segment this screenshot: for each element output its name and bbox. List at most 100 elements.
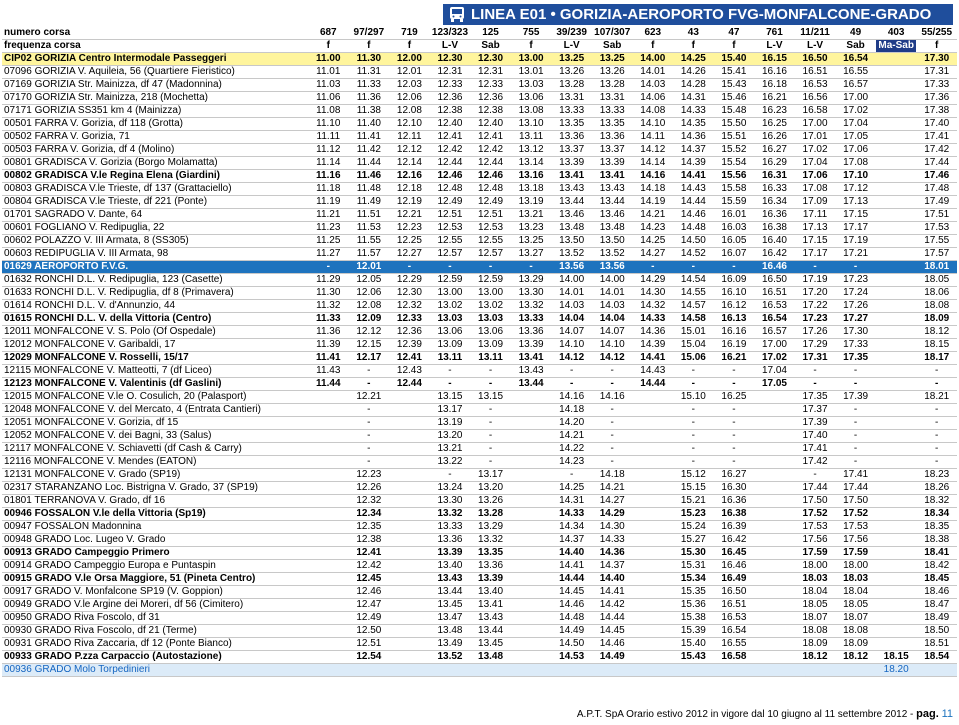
time-cell xyxy=(389,650,430,664)
time-cell: 13.09 xyxy=(429,338,471,352)
time-cell: 15.23 xyxy=(673,507,714,521)
time-cell: - xyxy=(348,455,390,469)
stop-name: 00801 GRADISCA V. Gorizia (Borgo Molamat… xyxy=(2,156,308,170)
time-cell: - xyxy=(348,442,390,456)
time-cell: 11.23 xyxy=(308,221,349,235)
time-cell: 17.08 xyxy=(835,156,876,170)
time-cell: 12.21 xyxy=(389,208,430,222)
time-cell: 15.30 xyxy=(673,546,714,560)
time-cell: 14.04 xyxy=(551,312,592,326)
stop-row: 12012 MONFALCONE V. Garibaldi, 17 11.39 12… xyxy=(2,338,957,352)
time-cell: - xyxy=(673,442,714,456)
time-cell: 17.11 xyxy=(794,208,836,222)
time-cell: 15.27 xyxy=(673,533,714,547)
time-cell: 17.02 xyxy=(754,351,795,365)
time-cell xyxy=(389,572,430,586)
time-cell: - xyxy=(470,403,511,417)
time-cell: 17.30 xyxy=(916,52,957,66)
time-cell: 12.53 xyxy=(429,221,471,235)
time-cell: 18.01 xyxy=(916,260,957,274)
time-cell xyxy=(875,143,917,157)
time-cell: 14.22 xyxy=(551,442,592,456)
time-cell: 13.36 xyxy=(470,559,511,573)
time-cell: 12.31 xyxy=(470,65,511,79)
stop-row: 00915 GRADO V.le Orsa Maggiore, 51 (Pine… xyxy=(2,572,957,586)
time-cell: 13.15 xyxy=(470,390,511,404)
time-cell xyxy=(510,455,552,469)
time-cell: 17.04 xyxy=(835,117,876,131)
time-cell xyxy=(632,429,674,443)
page-label: pag. xyxy=(916,708,939,720)
time-cell: 18.12 xyxy=(835,650,876,664)
time-cell: 11.36 xyxy=(348,91,390,105)
stop-name: 00603 REDIPUGLIA V. III Armata, 98 xyxy=(2,247,308,261)
stop-name: 00930 GRADO Riva Foscolo, df 21 (Terme) xyxy=(2,624,308,638)
time-cell: 13.26 xyxy=(591,65,633,79)
time-cell: 12.48 xyxy=(429,182,471,196)
stop-name: 00948 GRADO Loc. Lugeo V. Grado xyxy=(2,533,308,547)
header-cell: f xyxy=(713,39,755,53)
time-cell: 14.03 xyxy=(591,299,633,313)
stop-name: 00802 GRADISCA V.le Regina Elena (Giardi… xyxy=(2,169,308,183)
time-cell xyxy=(875,520,917,534)
time-cell: - xyxy=(429,260,471,274)
time-cell: 15.50 xyxy=(713,117,755,131)
time-cell: - xyxy=(794,468,836,482)
time-cell: 12.41 xyxy=(429,130,471,144)
time-cell: 17.15 xyxy=(794,234,836,248)
time-cell xyxy=(632,559,674,573)
time-cell xyxy=(875,52,917,66)
time-cell: 12.33 xyxy=(470,78,511,92)
stop-name: 00950 GRADO Riva Foscolo, df 31 xyxy=(2,611,308,625)
time-cell xyxy=(510,520,552,534)
time-cell xyxy=(794,663,836,677)
stop-row: 00502 FARRA V. Gorizia, 71 11.11 11.41 12.1… xyxy=(2,130,957,144)
time-cell: 14.10 xyxy=(591,338,633,352)
time-cell: 13.26 xyxy=(470,494,511,508)
time-cell: - xyxy=(835,416,876,430)
time-cell xyxy=(875,221,917,235)
time-cell xyxy=(308,455,349,469)
time-cell: 17.06 xyxy=(835,143,876,157)
time-cell xyxy=(754,663,795,677)
time-cell: 14.27 xyxy=(591,494,633,508)
time-cell: 14.37 xyxy=(551,533,592,547)
time-cell xyxy=(308,611,349,625)
time-cell: 13.14 xyxy=(510,156,552,170)
time-cell xyxy=(754,520,795,534)
time-cell: 14.45 xyxy=(551,585,592,599)
stop-name: 01615 RONCHI D.L. V. della Vittoria (Cen… xyxy=(2,312,308,326)
time-cell xyxy=(510,429,552,443)
time-cell: 11.11 xyxy=(308,130,349,144)
time-cell: - xyxy=(591,429,633,443)
time-cell: 11.36 xyxy=(308,325,349,339)
time-cell: 13.33 xyxy=(510,312,552,326)
header-cell: f xyxy=(389,39,430,53)
time-cell xyxy=(632,572,674,586)
time-cell: - xyxy=(348,416,390,430)
time-cell xyxy=(875,273,917,287)
time-cell: 13.39 xyxy=(470,572,511,586)
time-cell: 11.42 xyxy=(348,143,390,157)
stop-name: 12015 MONFALCONE V.le O. Cosulich, 20 (P… xyxy=(2,390,308,404)
time-cell: 11.38 xyxy=(348,104,390,118)
header-cell: L-V xyxy=(551,39,592,53)
time-cell: 11.19 xyxy=(308,195,349,209)
stop-name: 01614 RONCHI D.L. V. d'Annunzio, 44 xyxy=(2,299,308,313)
time-cell: 13.41 xyxy=(470,598,511,612)
time-cell: 13.32 xyxy=(429,507,471,521)
time-cell xyxy=(632,494,674,508)
time-cell: 12.21 xyxy=(348,390,390,404)
stop-row: 12052 MONFALCONE V. dei Bagni, 33 (Salus… xyxy=(2,429,957,443)
time-cell: - xyxy=(348,377,390,391)
time-cell: 12.23 xyxy=(348,468,390,482)
time-cell: 13.52 xyxy=(429,650,471,664)
time-cell: 13.01 xyxy=(510,65,552,79)
time-cell: 18.41 xyxy=(916,546,957,560)
time-cell: 12.57 xyxy=(470,247,511,261)
stop-row: 12029 MONFALCONE V. Rosselli, 15/17 11.41… xyxy=(2,351,957,365)
time-cell: 14.04 xyxy=(591,312,633,326)
time-cell: 14.39 xyxy=(632,338,674,352)
time-cell: - xyxy=(835,260,876,274)
